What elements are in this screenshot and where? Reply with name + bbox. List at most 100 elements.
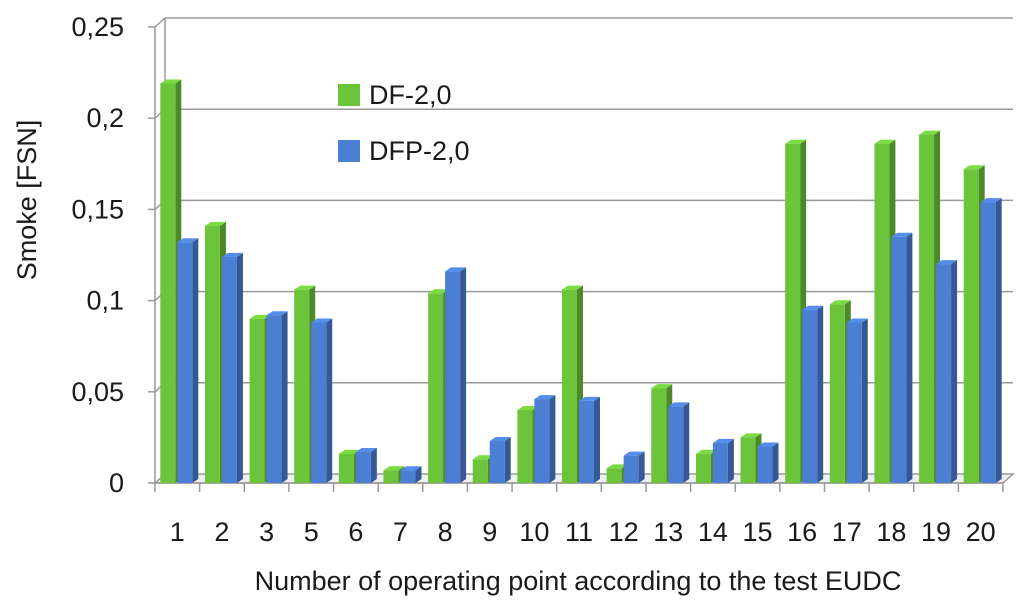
bar-side [281,311,288,483]
bar-DFP-2,0-15 [757,442,779,483]
bar-front [177,242,193,483]
bar-front [249,318,265,483]
bar-side [638,451,645,483]
bar-front [874,143,890,483]
legend-label-dfp: DFP-2,0 [369,136,470,166]
bar-top [874,139,896,144]
x-axis-title: Number of operating point according to t… [255,566,902,596]
y-tick-label: 0 [109,468,124,498]
y-tick-label: 0,2 [86,103,124,133]
bar-front [383,470,399,483]
bar-top [919,130,941,135]
x-tick-label: 19 [921,517,951,547]
bar-front [785,143,801,483]
x-tick-label: 7 [393,517,408,547]
bar-top [936,260,958,265]
bar-top [177,238,199,243]
bar-top [400,466,422,471]
bar-front [400,470,416,483]
bar-DFP-2,0-11 [579,396,600,483]
bar-top [579,396,600,401]
bar-front [919,134,935,483]
y-tick-label: 0,1 [86,286,124,316]
bar-top [534,395,556,400]
bar-side [995,198,1002,483]
bar-top [338,449,360,454]
bar-front [712,442,728,483]
y-tick-label: 0,05 [71,377,124,407]
x-tick-label: 15 [743,517,773,547]
x-tick-label: 12 [609,517,639,547]
x-tick-label: 2 [214,517,229,547]
bar-front [579,400,594,483]
bar-front [562,289,577,483]
x-tick-label: 10 [519,517,549,547]
bar-front [802,309,818,483]
y-tick-labels: 0 0,05 0,1 0,15 0,2 0,25 [71,12,124,498]
bar-front [489,441,505,483]
bar-front [160,83,176,483]
x-tick-labels: 1 2 3 5 6 7 8 9 10 11 12 13 14 15 16 17 18 19 20 [170,517,996,547]
bar-front [472,459,488,483]
bar-side [326,318,333,483]
x-tick-label: 11 [565,517,593,547]
bar-top [204,221,226,226]
bar-top [221,252,243,257]
bar-top [695,449,717,454]
bar-front [846,322,862,483]
x-tick-label: 5 [304,517,319,547]
bar-DFP-2,0-2 [221,252,243,483]
x-tick-label: 14 [698,517,728,547]
bar-side [906,232,913,483]
bar-top [963,165,985,170]
bar-front [980,202,996,483]
bars [160,79,1002,484]
legend-swatch-df [338,84,360,106]
bar-DFP-2,0-17 [846,318,868,483]
bar-front [311,322,327,483]
bar-side [370,447,377,483]
bar-side [504,437,511,483]
y-tick-label: 0,15 [71,194,124,224]
bar-front [695,453,711,483]
bar-top [472,455,494,460]
bar-top [294,285,316,290]
bar-DFP-2,0-20 [980,198,1002,483]
bar-front [936,264,952,483]
bar-DFP-2,0-14 [712,438,734,483]
bar-front [891,236,907,483]
bar-top [623,451,645,456]
x-tick-label: 17 [832,517,862,547]
gridline-side [154,17,166,28]
bar-front [651,388,667,483]
bar-top [740,433,762,438]
x-tick-label: 18 [876,517,906,547]
x-tick-label: 8 [438,517,453,547]
bar-top [785,139,807,144]
bar-side [772,442,779,483]
bar-DF-2,0-7 [383,466,405,483]
bar-side [236,252,243,483]
bar-DFP-2,0-7 [400,466,422,483]
x-tick-label: 3 [259,517,274,547]
bar-top [355,447,377,452]
x-tick-label: 9 [482,517,497,547]
bar-DFP-2,0-1 [177,238,199,483]
x-tick-label: 6 [348,517,363,547]
bar-side [549,395,556,483]
bar-front [534,399,550,483]
bar-DFP-2,0-5 [311,318,333,483]
bar-top [311,318,333,323]
legend: DF-2,0 DFP-2,0 [338,80,470,166]
bar-side [683,402,690,483]
bar-front [757,446,773,483]
x-tick-label: 20 [966,517,996,547]
bar-side [861,318,868,483]
bar-DFP-2,0-9 [489,437,511,483]
bar-top [445,267,467,272]
bar-front [445,271,461,483]
bar-front [829,304,845,483]
y-axis-title: Smoke [FSN] [12,120,42,281]
y-tick-label: 0,25 [71,12,124,42]
